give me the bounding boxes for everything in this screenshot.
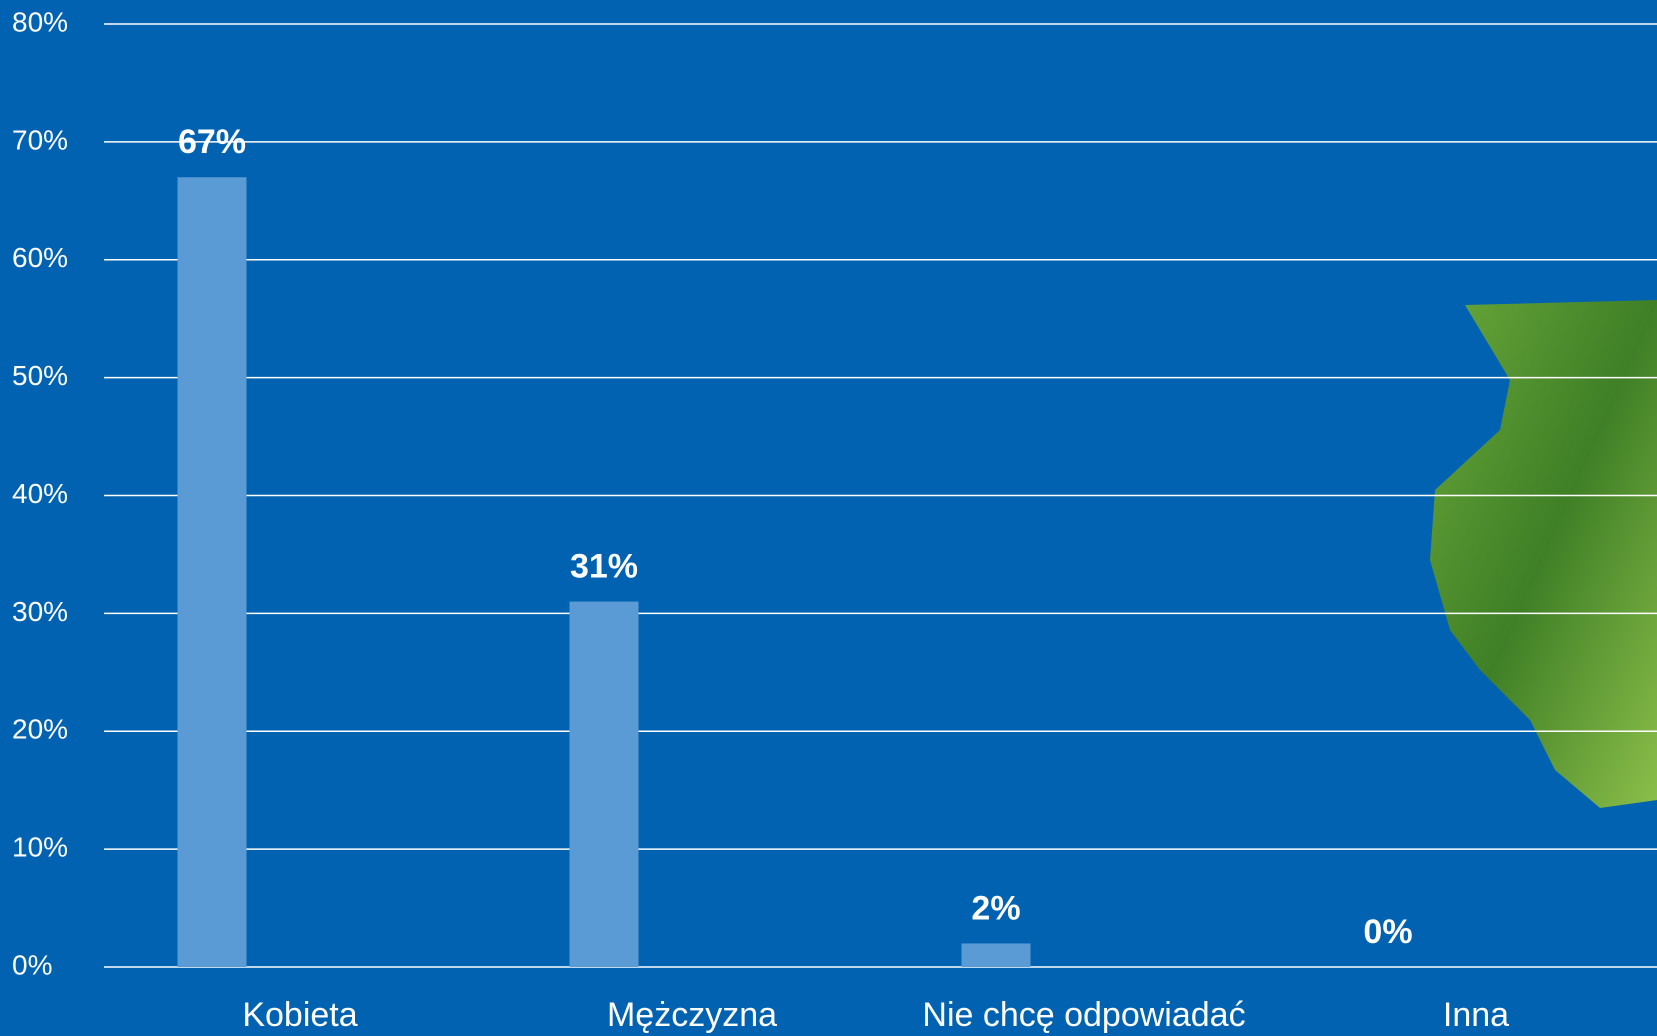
bar (962, 943, 1031, 967)
y-tick-label: 20% (12, 714, 68, 745)
x-tick-label: Nie chcę odpowiadać (922, 996, 1245, 1034)
x-tick-label: Inna (1443, 996, 1509, 1034)
y-tick-label: 40% (12, 478, 68, 509)
page: 0% 10% 20% 30% 40% 50% 60% 70% 80% Kobieta 67% Mężc… (0, 0, 1657, 1036)
x-tick-label: Kobieta (242, 996, 357, 1034)
chart: 0% 10% 20% 30% 40% 50% 60% 70% 80% Kobieta 67% Mężc… (0, 0, 1657, 1036)
x-tick-label: Mężczyzna (607, 996, 777, 1034)
value-label: 0% (1363, 913, 1412, 951)
value-label: 31% (570, 548, 638, 586)
y-tick-label: 0% (12, 949, 52, 980)
value-label: 67% (178, 123, 246, 161)
y-tick-label: 10% (12, 832, 68, 863)
y-tick-label: 70% (12, 124, 68, 155)
bar (570, 602, 639, 967)
y-tick-label: 50% (12, 360, 68, 391)
y-tick-label: 60% (12, 242, 68, 273)
background (0, 0, 1657, 1036)
value-label: 2% (971, 889, 1020, 927)
bar (178, 177, 247, 967)
y-tick-label: 80% (12, 6, 68, 37)
y-tick-label: 30% (12, 596, 68, 627)
